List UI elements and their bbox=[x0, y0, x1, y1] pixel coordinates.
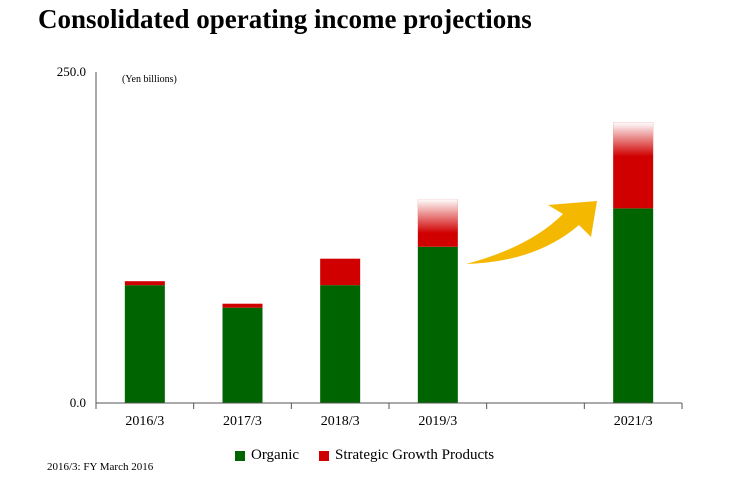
bar-organic-2019/3 bbox=[417, 246, 458, 403]
growth-arrow-icon bbox=[466, 201, 597, 264]
legend-item-strategic: Strategic Growth Products bbox=[319, 447, 494, 464]
bar-organic-2016/3 bbox=[124, 285, 165, 403]
bar-chart: 250.0 0.0 (Yen billions) 2016/3 2017/3 201… bbox=[57, 64, 683, 429]
bar-organic-2018/3 bbox=[320, 285, 361, 403]
bar-organic-2017/3 bbox=[222, 307, 263, 403]
legend-item-organic: Organic bbox=[235, 447, 299, 464]
legend-swatch-strategic bbox=[319, 450, 329, 461]
y-tick-label-min: 0.0 bbox=[70, 395, 86, 410]
x-tick-label: 2018/3 bbox=[321, 414, 360, 429]
footnote: 2016/3: FY March 2016 bbox=[47, 461, 154, 473]
legend: Organic Strategic Growth Products bbox=[0, 447, 750, 467]
bar-fade-2021/3 bbox=[613, 122, 654, 157]
x-tick-label: 2019/3 bbox=[418, 414, 457, 429]
x-tick-label: 2021/3 bbox=[614, 414, 653, 429]
bar-strategic-2018/3 bbox=[320, 258, 361, 286]
bar-strategic-2016/3 bbox=[124, 281, 165, 286]
bar-fade-2019/3 bbox=[417, 199, 458, 234]
unit-label: (Yen billions) bbox=[122, 74, 177, 85]
y-tick-label-max: 250.0 bbox=[57, 64, 86, 79]
bar-strategic-2017/3 bbox=[222, 303, 263, 308]
x-tick-label: 2017/3 bbox=[223, 414, 262, 429]
legend-swatch-organic bbox=[235, 450, 245, 461]
legend-label-organic: Organic bbox=[251, 447, 300, 463]
chart-title: Consolidated operating income projection… bbox=[38, 4, 532, 34]
legend-label-strategic: Strategic Growth Products bbox=[335, 447, 495, 463]
bar-organic-2021/3 bbox=[613, 208, 654, 403]
x-tick-label: 2016/3 bbox=[125, 414, 164, 429]
